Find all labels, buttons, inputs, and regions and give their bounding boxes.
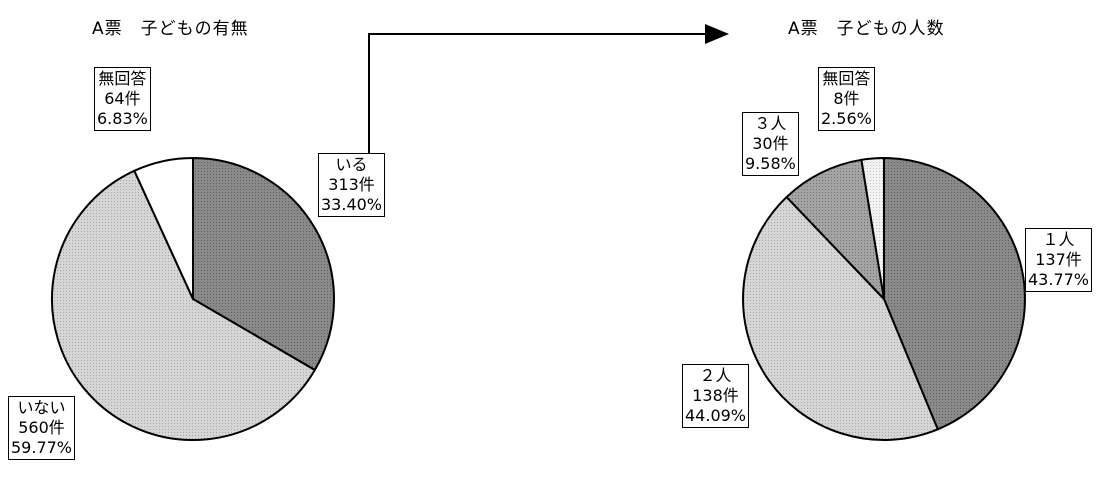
- pie-left: [51, 157, 335, 442]
- pie-slice-left-0: [192, 157, 335, 372]
- slice-label-three-children: ３人 30件 9.58%: [742, 112, 799, 176]
- slice-label-one-child: １人 137件 43.77%: [1025, 228, 1093, 292]
- slice-label-no-answer-right: 無回答 8件 2.56%: [818, 67, 875, 131]
- pie-slice-left-1: [51, 169, 316, 442]
- pie-slice-left-2: [133, 157, 194, 300]
- slice-label-iru: いる 313件 33.40%: [318, 153, 386, 217]
- pie-slice-right-0: [883, 157, 1026, 431]
- chart-title-left: A票 子どもの有無: [92, 19, 249, 39]
- slice-label-two-children: ２人 138件 44.09%: [682, 364, 750, 428]
- connector-arrow: [368, 24, 729, 175]
- slice-label-no-answer-left: 無回答 64件 6.83%: [94, 67, 151, 131]
- pie-slice-right-1: [742, 196, 939, 441]
- chart-title-right: A票 子どもの人数: [788, 19, 945, 39]
- pie-slice-right-2: [785, 158, 885, 300]
- pie-right: [742, 157, 1026, 441]
- slice-label-inai: いない 560件 59.77%: [8, 396, 76, 460]
- pie-slice-right-3: [860, 157, 885, 300]
